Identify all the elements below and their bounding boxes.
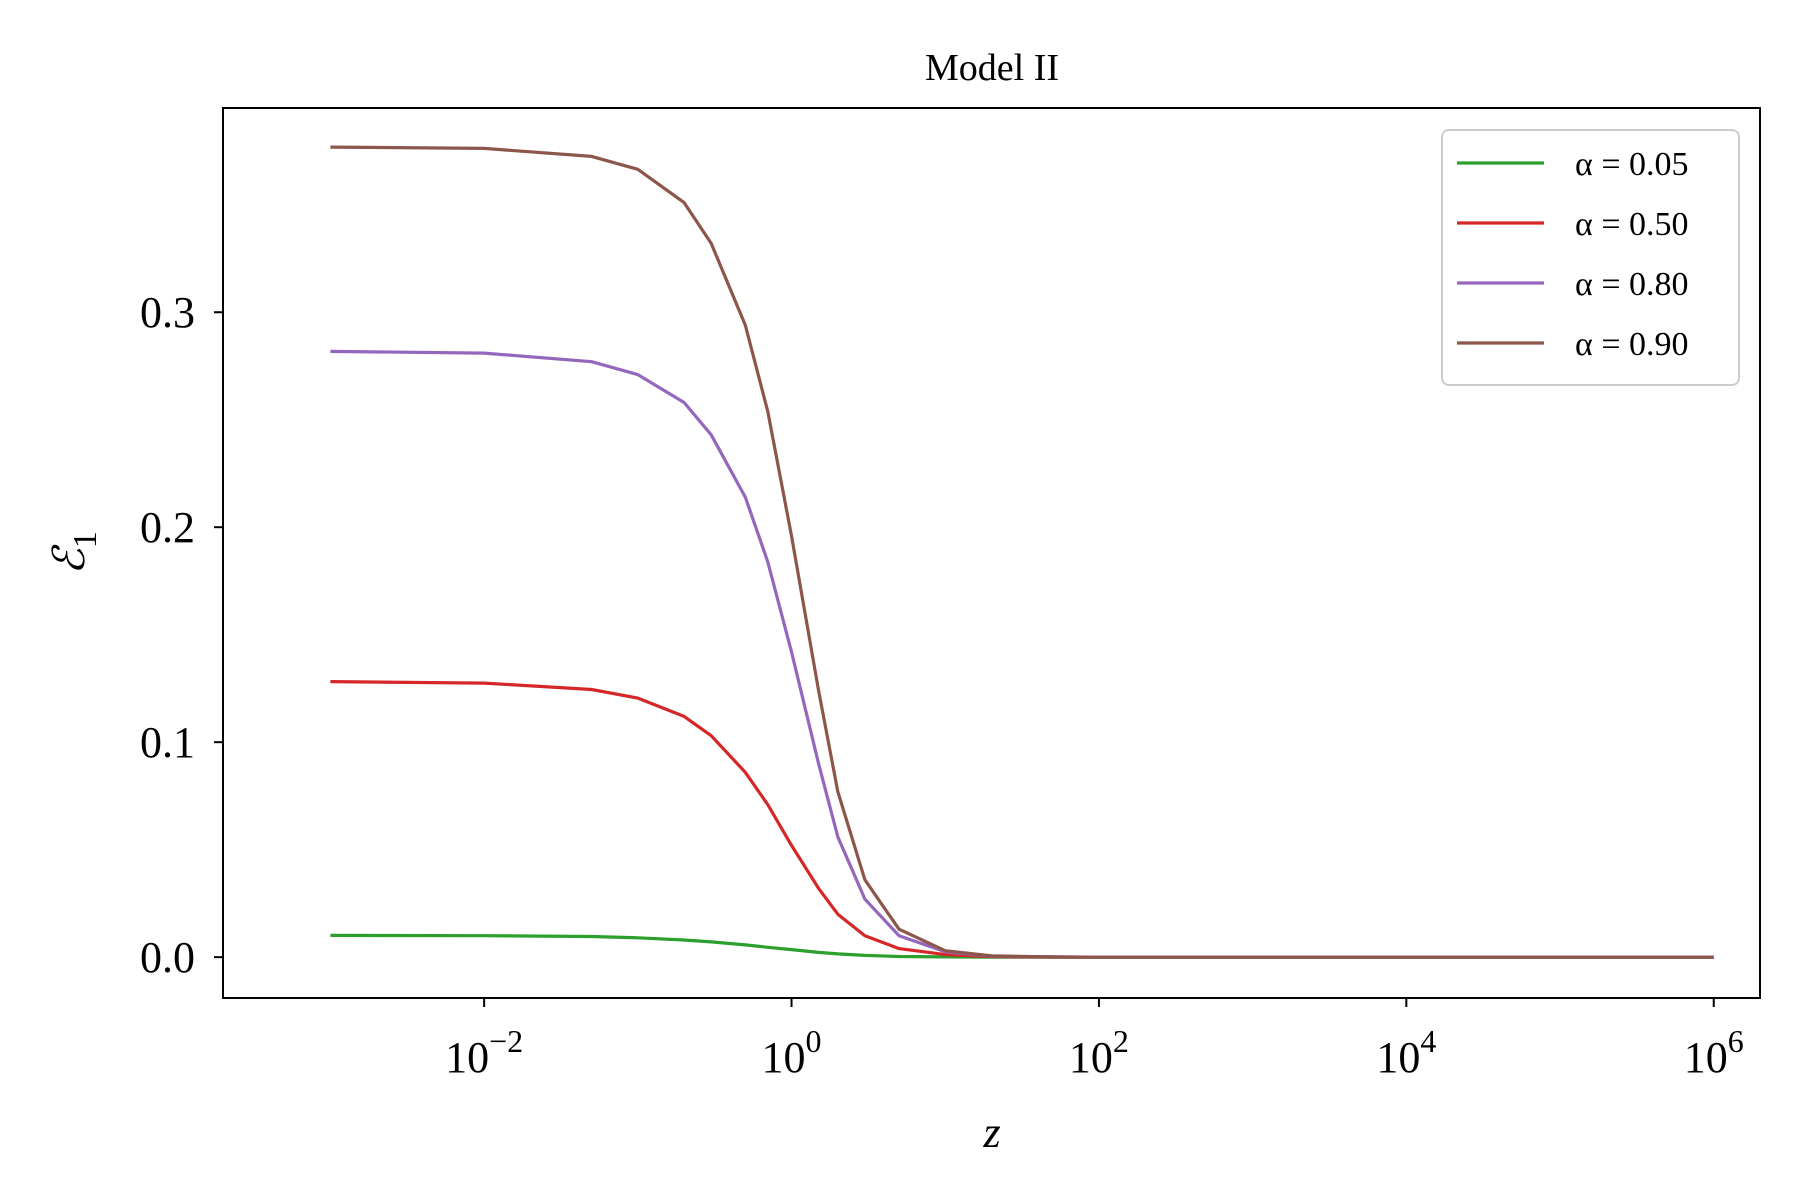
x-tick-exponent: −2 <box>489 1023 523 1059</box>
plot-lines <box>330 145 1714 959</box>
x-tick-base: 10 <box>1069 1033 1113 1082</box>
x-tick-exponent: 4 <box>1420 1023 1436 1059</box>
chart-title: Model II <box>925 47 1059 89</box>
x-tick-exponent: 0 <box>806 1023 822 1059</box>
x-tick-label: 100 <box>762 1023 822 1082</box>
series-line-4 <box>330 145 1714 959</box>
legend-label-3: α = 0.80 <box>1575 266 1689 303</box>
x-tick-base: 10 <box>445 1033 489 1082</box>
y-axis-ticks: 0.0 0.1 0.2 0.3 <box>140 288 223 982</box>
x-tick-exponent: 2 <box>1113 1023 1129 1059</box>
y-axis-label: ℰ1 <box>45 531 104 575</box>
series-line-2 <box>330 680 1714 959</box>
legend: α = 0.05 α = 0.50 α = 0.80 α = 0.90 <box>1441 129 1740 386</box>
x-tick-exponent: 6 <box>1728 1023 1744 1059</box>
x-tick-label: 106 <box>1684 1023 1744 1082</box>
y-tick-label: 0.2 <box>140 503 195 552</box>
legend-label-2: α = 0.50 <box>1575 206 1689 243</box>
y-tick-label: 0.0 <box>140 933 195 982</box>
legend-label-4: α = 0.90 <box>1575 326 1689 363</box>
series-line-3 <box>330 349 1714 959</box>
series-line-1 <box>330 933 1714 959</box>
x-axis-label: z <box>982 1108 1000 1157</box>
x-tick-label: 10−2 <box>445 1023 523 1082</box>
x-axis-ticks: 10−2 100 102 104 106 <box>445 998 1744 1082</box>
y-axis-label-main: ℰ <box>45 544 94 575</box>
x-tick-base: 10 <box>762 1033 806 1082</box>
legend-box <box>1441 129 1740 386</box>
legend-label-1: α = 0.05 <box>1575 146 1689 183</box>
x-tick-base: 10 <box>1376 1033 1420 1082</box>
x-tick-label: 102 <box>1069 1023 1129 1082</box>
x-tick-base: 10 <box>1684 1033 1728 1082</box>
y-tick-label: 0.3 <box>140 288 195 337</box>
plot-frame <box>222 107 1761 999</box>
y-axis-label-subscript: 1 <box>67 531 104 548</box>
x-tick-label: 104 <box>1376 1023 1436 1082</box>
y-tick-label: 0.1 <box>140 718 195 767</box>
